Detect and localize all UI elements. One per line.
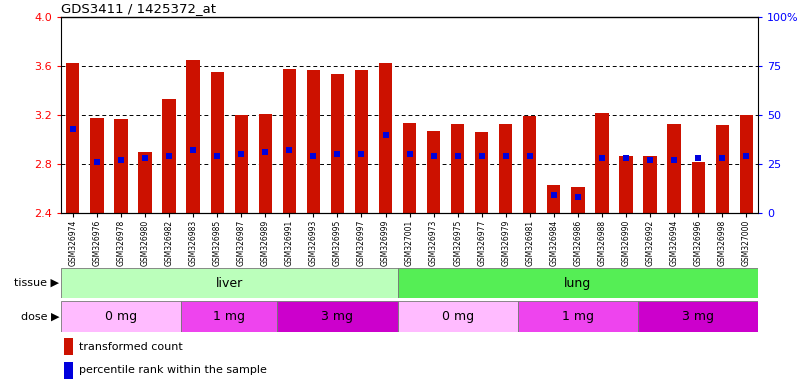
Bar bbox=[643, 156, 657, 213]
Bar bbox=[331, 74, 344, 213]
Bar bbox=[620, 156, 633, 213]
Bar bbox=[307, 70, 320, 213]
Text: 3 mg: 3 mg bbox=[321, 310, 354, 323]
Bar bbox=[61, 301, 181, 332]
Bar bbox=[379, 63, 393, 213]
Bar bbox=[283, 69, 296, 213]
Bar bbox=[692, 162, 705, 213]
Bar bbox=[355, 70, 368, 213]
Bar bbox=[475, 132, 488, 213]
Bar bbox=[90, 118, 104, 213]
Bar bbox=[638, 301, 758, 332]
Bar bbox=[64, 362, 73, 379]
Bar bbox=[547, 185, 560, 213]
Bar bbox=[277, 301, 397, 332]
Bar bbox=[211, 72, 224, 213]
Bar bbox=[427, 131, 440, 213]
Bar bbox=[571, 187, 585, 213]
Bar bbox=[64, 338, 73, 355]
Bar bbox=[740, 115, 753, 213]
Bar bbox=[67, 63, 79, 213]
Bar bbox=[715, 125, 729, 213]
Text: 1 mg: 1 mg bbox=[213, 310, 245, 323]
Text: 1 mg: 1 mg bbox=[562, 310, 594, 323]
Text: 3 mg: 3 mg bbox=[682, 310, 714, 323]
Bar bbox=[234, 115, 248, 213]
Bar bbox=[139, 152, 152, 213]
Bar bbox=[187, 60, 200, 213]
Bar bbox=[397, 301, 517, 332]
Text: percentile rank within the sample: percentile rank within the sample bbox=[79, 366, 267, 376]
Bar bbox=[595, 113, 608, 213]
Text: dose ▶: dose ▶ bbox=[21, 312, 59, 322]
Bar bbox=[499, 124, 513, 213]
Text: GDS3411 / 1425372_at: GDS3411 / 1425372_at bbox=[61, 2, 216, 15]
Text: tissue ▶: tissue ▶ bbox=[15, 278, 59, 288]
Text: lung: lung bbox=[564, 276, 591, 290]
Bar bbox=[451, 124, 464, 213]
Bar bbox=[61, 268, 397, 298]
Bar bbox=[162, 99, 176, 213]
Bar bbox=[667, 124, 680, 213]
Text: transformed count: transformed count bbox=[79, 342, 182, 352]
Bar bbox=[259, 114, 272, 213]
Text: 0 mg: 0 mg bbox=[105, 310, 137, 323]
Bar bbox=[181, 301, 277, 332]
Bar bbox=[397, 268, 758, 298]
Bar bbox=[517, 301, 638, 332]
Bar bbox=[114, 119, 127, 213]
Bar bbox=[403, 122, 416, 213]
Text: 0 mg: 0 mg bbox=[442, 310, 474, 323]
Bar bbox=[523, 116, 536, 213]
Text: liver: liver bbox=[216, 276, 242, 290]
